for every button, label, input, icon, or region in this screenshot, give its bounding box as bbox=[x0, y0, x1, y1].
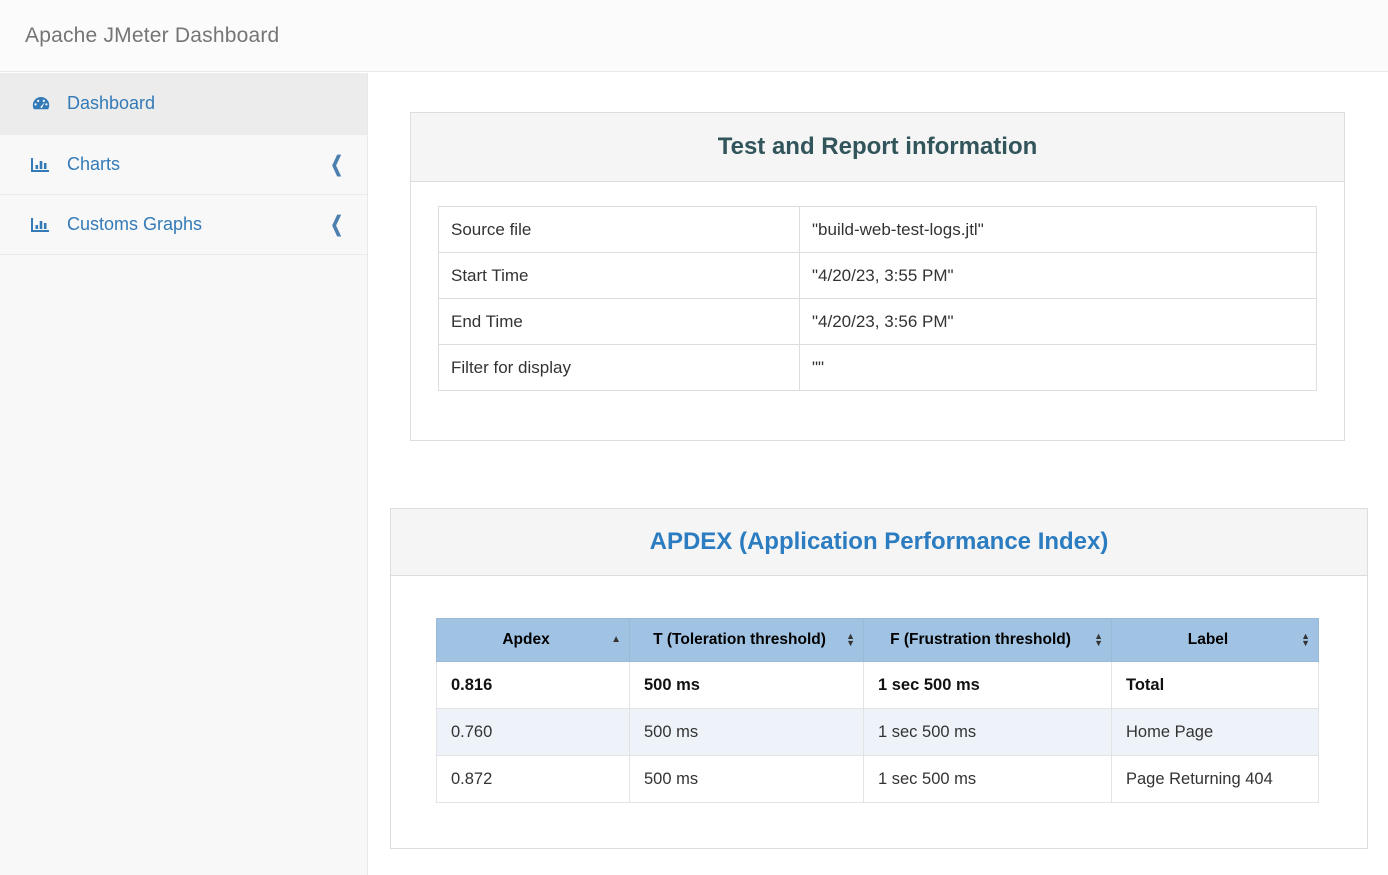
test-report-info-panel: Test and Report information Source file … bbox=[410, 112, 1345, 441]
info-label: Filter for display bbox=[438, 344, 800, 391]
app-title: Apache JMeter Dashboard bbox=[25, 23, 280, 47]
test-report-info-table: Source file "build-web-test-logs.jtl" St… bbox=[438, 206, 1317, 391]
apdex-value: 0.816 bbox=[436, 661, 630, 709]
panel-title: APDEX (Application Performance Index) bbox=[391, 509, 1367, 576]
info-label: Start Time bbox=[438, 252, 800, 299]
sidebar-item-charts[interactable]: Charts ❮ bbox=[0, 135, 367, 195]
column-header-frustration[interactable]: F (Frustration threshold) ▲ ▼ bbox=[863, 618, 1112, 662]
info-value: "build-web-test-logs.jtl" bbox=[799, 206, 1317, 253]
table-header-row: Apdex ▲ T (Toleration threshold) ▲ ▼ F (F… bbox=[436, 618, 1319, 662]
sort-ascending-icon: ▲ bbox=[611, 634, 621, 645]
bar-chart-icon bbox=[30, 155, 52, 175]
tachometer-icon bbox=[30, 94, 52, 114]
apdex-value: 0.872 bbox=[436, 755, 630, 803]
frustration-value: 1 sec 500 ms bbox=[863, 661, 1112, 709]
chevron-left-icon: ❮ bbox=[330, 152, 343, 177]
info-label: Source file bbox=[438, 206, 800, 253]
table-row: 0.760 500 ms 1 sec 500 ms Home Page bbox=[436, 708, 1319, 756]
column-header-toleration[interactable]: T (Toleration threshold) ▲ ▼ bbox=[629, 618, 864, 662]
sort-both-icon: ▲ ▼ bbox=[1094, 631, 1103, 648]
chevron-left-icon: ❮ bbox=[330, 212, 343, 237]
frustration-value: 1 sec 500 ms bbox=[863, 755, 1112, 803]
table-row: Start Time "4/20/23, 3:55 PM" bbox=[438, 252, 1317, 299]
frustration-value: 1 sec 500 ms bbox=[863, 708, 1112, 756]
panel-title: Test and Report information bbox=[411, 113, 1344, 182]
table-row: 0.872 500 ms 1 sec 500 ms Page Returning… bbox=[436, 755, 1319, 803]
column-header-apdex[interactable]: Apdex ▲ bbox=[436, 618, 630, 662]
apdex-table: Apdex ▲ T (Toleration threshold) ▲ ▼ F (F… bbox=[436, 618, 1319, 803]
label-value: Total bbox=[1111, 661, 1319, 709]
top-bar: Apache JMeter Dashboard bbox=[0, 0, 1388, 72]
info-label: End Time bbox=[438, 298, 800, 345]
table-row-total: 0.816 500 ms 1 sec 500 ms Total bbox=[436, 661, 1319, 709]
toleration-value: 500 ms bbox=[629, 708, 864, 756]
sidebar-item-dashboard[interactable]: Dashboard bbox=[0, 73, 367, 135]
panel-body: Source file "build-web-test-logs.jtl" St… bbox=[411, 182, 1344, 440]
apdex-panel: APDEX (Application Performance Index) Ap… bbox=[390, 508, 1368, 849]
sort-both-icon: ▲ ▼ bbox=[1301, 631, 1310, 648]
sidebar: Dashboard Charts ❮ Customs Graphs bbox=[0, 73, 368, 875]
sidebar-item-customs-graphs[interactable]: Customs Graphs ❮ bbox=[0, 195, 367, 255]
info-value: "" bbox=[799, 344, 1317, 391]
sidebar-item-label: Charts bbox=[67, 154, 121, 174]
sidebar-item-label: Dashboard bbox=[67, 93, 156, 113]
label-value: Home Page bbox=[1111, 708, 1319, 756]
panel-body: Apdex ▲ T (Toleration threshold) ▲ ▼ F (F… bbox=[391, 576, 1367, 848]
apdex-value: 0.760 bbox=[436, 708, 630, 756]
toleration-value: 500 ms bbox=[629, 755, 864, 803]
bar-chart-icon bbox=[30, 215, 52, 235]
table-row: Source file "build-web-test-logs.jtl" bbox=[438, 206, 1317, 253]
column-header-label[interactable]: Label ▲ ▼ bbox=[1111, 618, 1319, 662]
toleration-value: 500 ms bbox=[629, 661, 864, 709]
table-row: Filter for display "" bbox=[438, 344, 1317, 391]
sort-both-icon: ▲ ▼ bbox=[846, 631, 855, 648]
table-row: End Time "4/20/23, 3:56 PM" bbox=[438, 298, 1317, 345]
sidebar-item-label: Customs Graphs bbox=[67, 214, 203, 234]
info-value: "4/20/23, 3:56 PM" bbox=[799, 298, 1317, 345]
label-value: Page Returning 404 bbox=[1111, 755, 1319, 803]
info-value: "4/20/23, 3:55 PM" bbox=[799, 252, 1317, 299]
